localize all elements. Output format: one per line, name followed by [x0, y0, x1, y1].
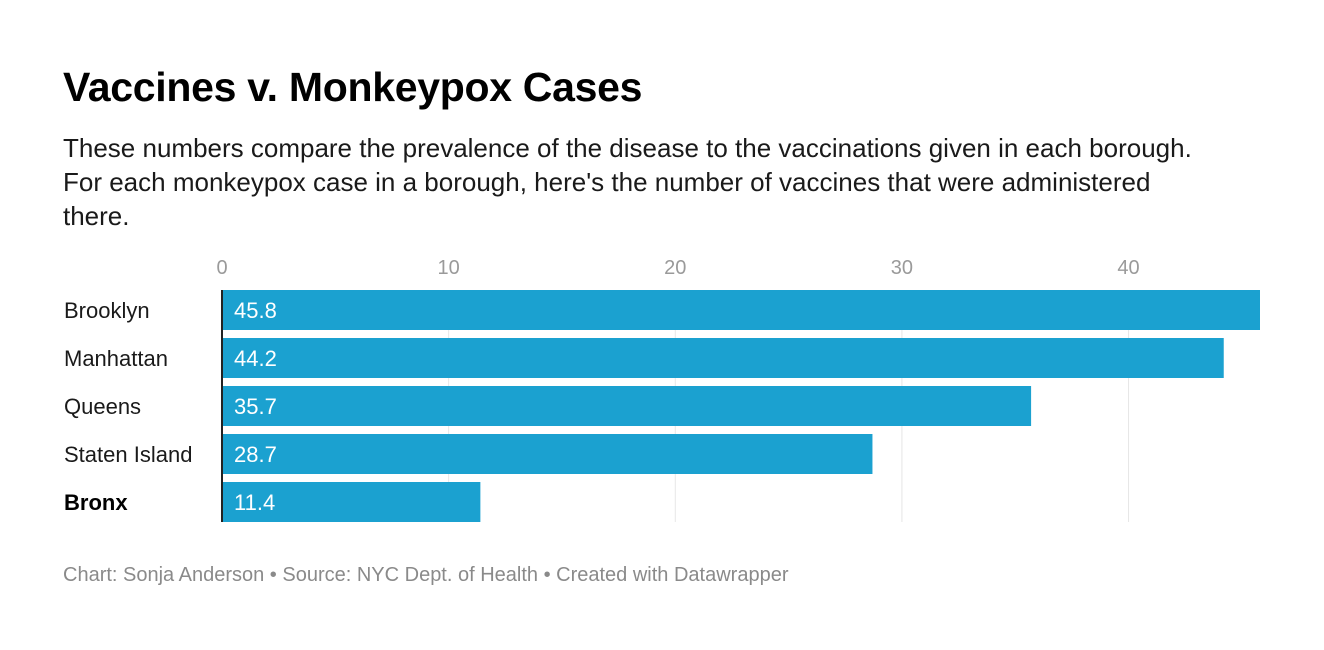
bar	[222, 434, 873, 474]
bar-value-label: 28.7	[234, 442, 277, 467]
bar	[222, 338, 1224, 378]
bar	[222, 290, 1260, 330]
bar-value-label: 35.7	[234, 394, 277, 419]
x-tick-label: 20	[664, 257, 686, 279]
category-label: Queens	[64, 394, 141, 419]
bar-chart: 0 10 20 30 40 Brooklyn 45.8 Manhattan 44.2 Queens…	[0, 240, 1324, 540]
bar-value-label: 44.2	[234, 346, 277, 371]
chart-title: Vaccines v. Monkeypox Cases	[63, 64, 643, 110]
category-label: Bronx	[64, 490, 128, 515]
bar	[222, 386, 1032, 426]
category-label: Staten Island	[64, 442, 192, 467]
category-label: Brooklyn	[64, 298, 150, 323]
bar-value-label: 45.8	[234, 298, 277, 323]
x-tick-label: 10	[438, 257, 460, 279]
category-label: Manhattan	[64, 346, 168, 371]
chart-footer: Chart: Sonja Anderson • Source: NYC Dept…	[63, 564, 789, 586]
chart-subtitle: These numbers compare the prevalence of …	[63, 133, 1192, 231]
x-tick-label: 30	[891, 257, 913, 279]
bar-value-label: 11.4	[234, 490, 275, 515]
bar-chart-svg: 0 10 20 30 40 Brooklyn 45.8 Manhattan 44.2 Queens…	[64, 257, 1260, 522]
x-tick-label: 0	[216, 257, 227, 279]
bar	[222, 482, 481, 522]
x-tick-label: 40	[1117, 257, 1139, 279]
